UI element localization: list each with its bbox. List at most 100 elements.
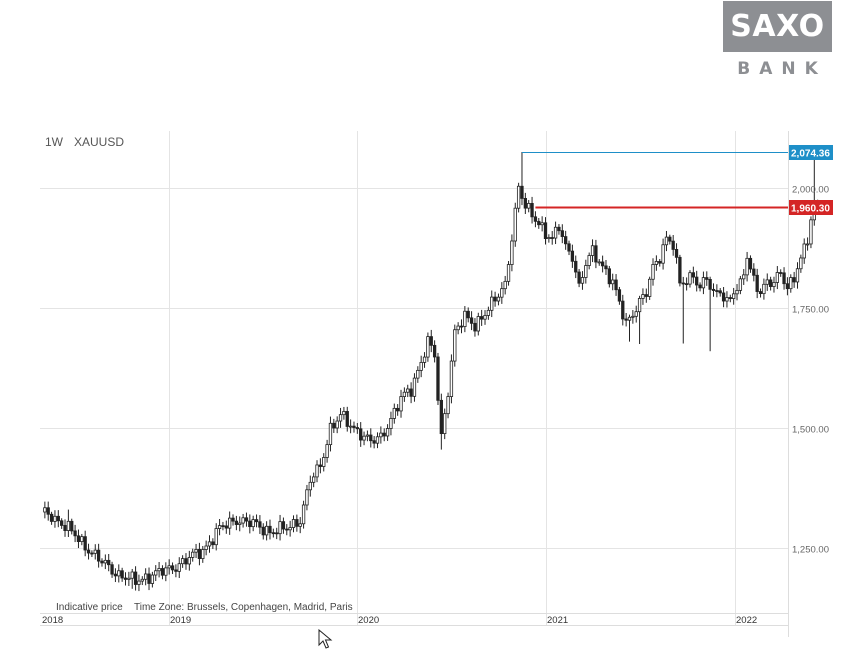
- candle-body: [389, 418, 393, 429]
- candle: [359, 422, 363, 447]
- chart-interval[interactable]: 1W: [45, 135, 64, 149]
- candle-body: [550, 237, 554, 239]
- candle: [624, 312, 628, 327]
- candle: [617, 286, 622, 305]
- candle: [271, 528, 275, 538]
- candle-body: [53, 515, 57, 522]
- candle: [399, 389, 403, 418]
- candle-body: [406, 388, 410, 393]
- candle-body: [728, 297, 732, 299]
- candle: [533, 211, 538, 228]
- candle-body: [648, 278, 652, 297]
- candle: [792, 271, 796, 288]
- candle: [133, 566, 138, 591]
- candle: [691, 266, 695, 284]
- candle: [264, 521, 269, 541]
- candle: [527, 200, 531, 213]
- candle: [604, 259, 608, 275]
- candle: [728, 294, 732, 303]
- candle: [789, 274, 793, 293]
- candle-body: [332, 422, 336, 429]
- candle-body: [533, 216, 538, 222]
- candle-body: [614, 279, 618, 291]
- candle-body: [688, 272, 692, 285]
- candle: [412, 373, 417, 402]
- candle: [43, 501, 47, 519]
- candle-body: [244, 517, 249, 522]
- candle: [510, 234, 514, 272]
- candle-body: [627, 316, 632, 321]
- candle: [735, 284, 739, 301]
- candle: [396, 404, 400, 416]
- candle: [523, 192, 527, 215]
- candle-body: [409, 388, 413, 397]
- candle-body: [278, 521, 282, 535]
- candle: [688, 270, 692, 288]
- candle: [671, 235, 675, 256]
- candle: [493, 291, 497, 307]
- candle: [251, 515, 255, 532]
- candle-body: [506, 264, 511, 282]
- candle: [214, 523, 218, 551]
- candle: [402, 387, 407, 402]
- candle: [490, 290, 494, 318]
- candle-body: [436, 356, 440, 401]
- candle-body: [285, 528, 289, 531]
- candle-body: [527, 203, 531, 209]
- candle-body: [127, 577, 131, 580]
- candle: [147, 567, 151, 591]
- candle: [197, 542, 202, 566]
- candle: [513, 202, 517, 247]
- candle-body: [745, 257, 749, 276]
- candle: [308, 475, 312, 497]
- candle: [170, 562, 175, 575]
- candle-body: [103, 559, 107, 564]
- candle-body: [342, 411, 346, 416]
- candle-body: [312, 476, 316, 483]
- candle: [537, 218, 541, 229]
- candle: [254, 514, 259, 528]
- level-price-label: 1,960.30: [789, 200, 833, 215]
- candle: [86, 543, 91, 560]
- candle-body: [617, 289, 622, 302]
- candle-body: [735, 289, 739, 295]
- candle: [809, 216, 813, 249]
- candle-body: [117, 570, 121, 577]
- candle-body: [43, 507, 47, 513]
- candle-body: [238, 522, 242, 525]
- candle-body: [604, 265, 608, 270]
- candle: [258, 515, 262, 534]
- candle: [157, 562, 161, 578]
- candle: [268, 519, 272, 540]
- candle-body: [520, 185, 524, 199]
- candle-body: [46, 507, 50, 515]
- candle: [234, 515, 239, 531]
- candle: [584, 259, 588, 284]
- candle-body: [298, 523, 302, 527]
- candle-body: [449, 360, 454, 397]
- candle-body: [738, 278, 743, 291]
- candle: [117, 564, 121, 583]
- candle-body: [194, 549, 198, 553]
- candle-body: [473, 322, 477, 332]
- candle-body: [742, 274, 746, 280]
- candle-body: [530, 203, 534, 218]
- chart-symbol[interactable]: XAUUSD: [74, 135, 124, 149]
- candle-body: [453, 329, 457, 362]
- candle: [459, 319, 464, 334]
- candle: [180, 555, 185, 568]
- candle-body: [167, 565, 171, 569]
- candle-body: [369, 434, 373, 442]
- candle: [795, 262, 800, 289]
- candle-body: [66, 520, 71, 531]
- candle-body: [365, 434, 370, 437]
- candle-body: [338, 414, 343, 422]
- candle: [409, 382, 413, 404]
- candle: [725, 291, 729, 308]
- candle-body: [147, 573, 151, 584]
- candle: [708, 276, 712, 352]
- candle-body: [264, 525, 269, 536]
- candle-body: [782, 272, 786, 285]
- candle-body: [234, 520, 239, 525]
